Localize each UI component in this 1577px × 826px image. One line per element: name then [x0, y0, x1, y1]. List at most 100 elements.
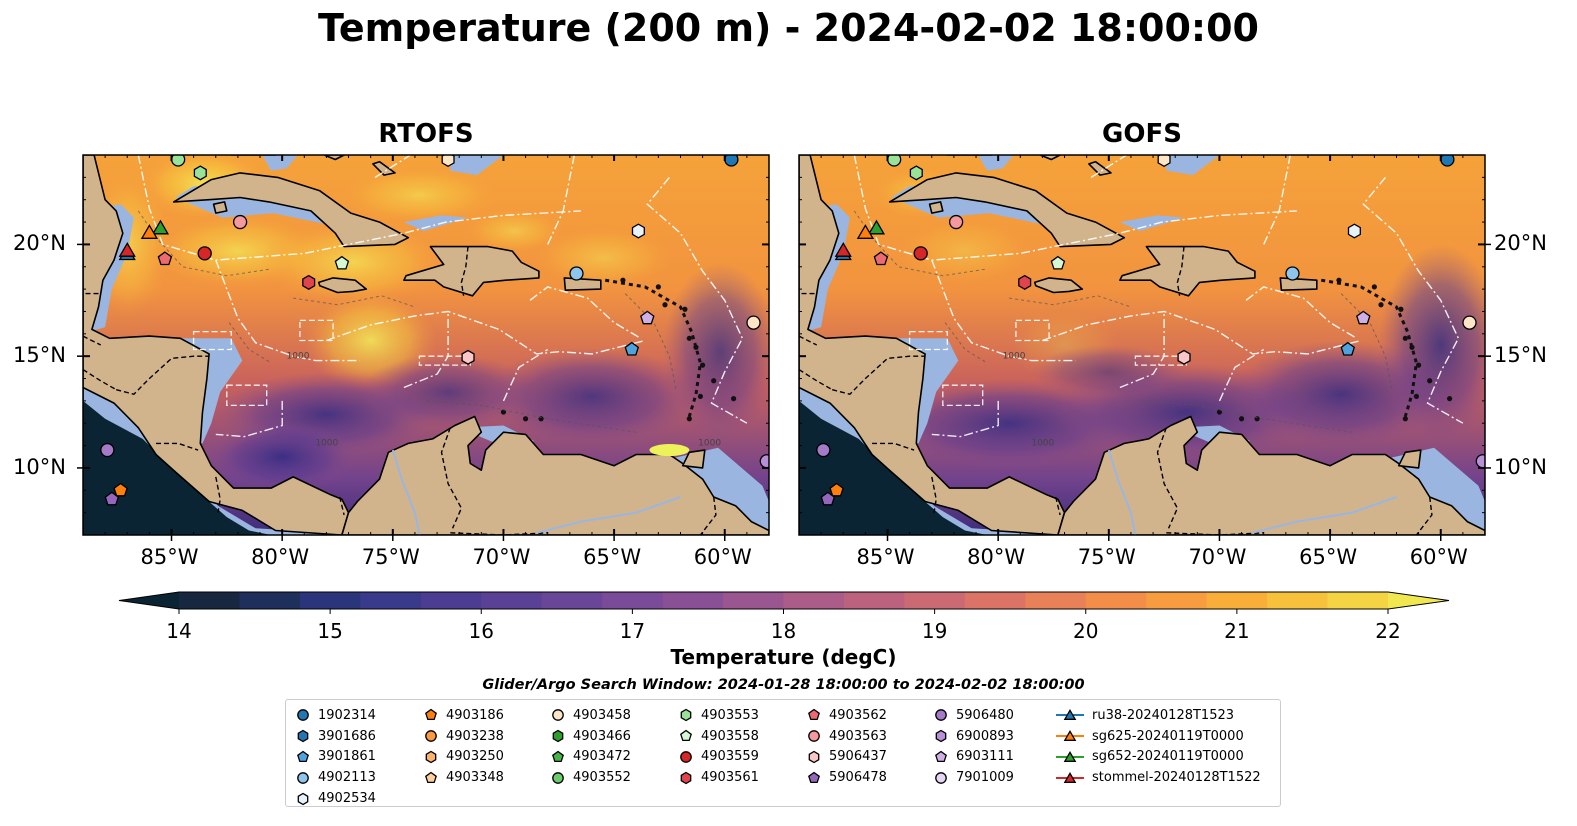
colorbar-segment [964, 592, 1026, 609]
map-panel-rtofs: 1000 1000 1000 [83, 155, 769, 535]
colorbar-tick-label: 16 [468, 619, 494, 643]
platform-marker [820, 491, 836, 506]
platform-marker [197, 246, 212, 261]
colorbar-tick-label: 22 [1375, 619, 1401, 643]
legend-label: 4902534 [318, 791, 376, 807]
legend-column: 5906480 6900893 6903111 7901009 [934, 705, 1014, 788]
lon-tick-label: 75°W [1077, 545, 1136, 569]
colorbar-segment [904, 592, 966, 609]
float-legend-icon [935, 771, 947, 784]
legend-entry: 4903238 [424, 726, 504, 747]
figure-title: Temperature (200 m) - 2024-02-02 18:00:0… [317, 6, 1259, 50]
legend-column: ru38-20240128T1523 sg625-20240119T0000 sg6… [1056, 705, 1261, 788]
platform-marker [302, 274, 316, 290]
float-legend-icon [297, 750, 309, 763]
float-legend-icon [297, 709, 309, 722]
legend-label: 4903558 [701, 728, 759, 744]
lon-tick-label: 65°W [1299, 545, 1358, 569]
platform-marker [1285, 266, 1300, 281]
legend-entry: 4903553 [679, 705, 759, 726]
legend-entry: 4903552 [551, 767, 631, 788]
legend-label: 4903348 [446, 770, 504, 786]
legend-label: 6900893 [956, 728, 1014, 744]
colorbar-tick-label: 14 [166, 619, 192, 643]
legend-entry: 4903561 [679, 767, 759, 788]
isobath-label: 1000 [1031, 439, 1054, 449]
legend-label: 4903553 [701, 707, 759, 723]
legend-label: 4903238 [446, 728, 504, 744]
colorbar-segment [541, 592, 603, 609]
platform-marker [334, 255, 350, 270]
float-legend-icon [425, 750, 437, 764]
legend-entry: 4903458 [551, 705, 631, 726]
legend-marker [425, 750, 437, 764]
legend-marker [935, 729, 947, 743]
colorbar-segment [843, 592, 905, 609]
legend-marker [1063, 709, 1077, 721]
legend-entry: 4902113 [296, 767, 376, 788]
colorbar-segment [602, 592, 664, 609]
float-legend-icon [680, 751, 692, 763]
platform-marker [640, 310, 655, 325]
float-legend-icon [680, 771, 692, 785]
legend-label: 4903552 [573, 770, 631, 786]
platform-marker [104, 491, 120, 506]
legend-marker [1063, 730, 1077, 742]
platform-marker [1018, 274, 1032, 290]
float-legend-icon [935, 729, 947, 743]
platform-marker [569, 266, 584, 281]
legend-entry: 6900893 [934, 726, 1014, 747]
legend-entry: 5906480 [934, 705, 1014, 726]
lon-tick-label: 80°W [251, 545, 310, 569]
platform-marker [1347, 223, 1361, 239]
legend-label: 4903458 [573, 707, 631, 723]
float-legend-icon [297, 771, 309, 784]
glider-marker [151, 219, 170, 235]
legend-entry: 4903466 [551, 726, 631, 747]
glider-marker [140, 224, 159, 239]
legend-entry: sg652-20240119T0000 [1056, 747, 1261, 768]
float-legend-icon [680, 709, 692, 722]
panel-title-rtofs: RTOFS [378, 119, 474, 149]
legend-label: sg652-20240119T0000 [1092, 749, 1244, 765]
legend-label: 4902113 [318, 770, 376, 786]
legend: 1902314 3901686 3901861 4902113 4902534 49031… [285, 699, 1281, 807]
legend-entry: 4902534 [296, 788, 376, 809]
legend-marker [552, 771, 564, 784]
legend-marker [1063, 750, 1077, 762]
legend-entry: ru38-20240128T1523 [1056, 705, 1261, 726]
legend-marker [297, 771, 309, 784]
legend-marker [297, 792, 309, 805]
legend-marker [680, 771, 692, 785]
colorbar-segment [179, 592, 241, 609]
legend-entry: 5906478 [807, 767, 887, 788]
float-legend-icon [425, 709, 437, 721]
platform-marker [113, 482, 128, 497]
float-legend-icon [680, 729, 692, 742]
platform-marker [631, 223, 645, 239]
legend-marker [680, 751, 692, 763]
glider-legend-icon [1056, 771, 1084, 783]
platform-marker [157, 251, 173, 266]
colorbar-segment [239, 592, 301, 609]
legend-label: 4903466 [573, 728, 631, 744]
legend-label: 4903561 [701, 770, 759, 786]
lon-tick-label: 75°W [361, 545, 420, 569]
colorbar-segment [723, 592, 785, 609]
legend-entry: 7901009 [934, 767, 1014, 788]
legend-marker [1063, 771, 1077, 783]
platform-marker [909, 165, 923, 181]
legend-marker [808, 709, 820, 721]
lat-tick-label: 20°N [13, 231, 66, 256]
platform-marker [1462, 315, 1477, 330]
legend-entry: 4903472 [551, 747, 631, 768]
legend-label: sg625-20240119T0000 [1092, 728, 1244, 744]
legend-label: 4903250 [446, 749, 504, 765]
legend-entry: 4903250 [424, 747, 504, 768]
legend-entry: 4903186 [424, 705, 504, 726]
float-legend-icon [552, 709, 564, 722]
colorbar-tick-label: 15 [317, 619, 343, 643]
lon-tick-label: 85°W [140, 545, 199, 569]
lon-tick-label: 70°W [472, 545, 531, 569]
